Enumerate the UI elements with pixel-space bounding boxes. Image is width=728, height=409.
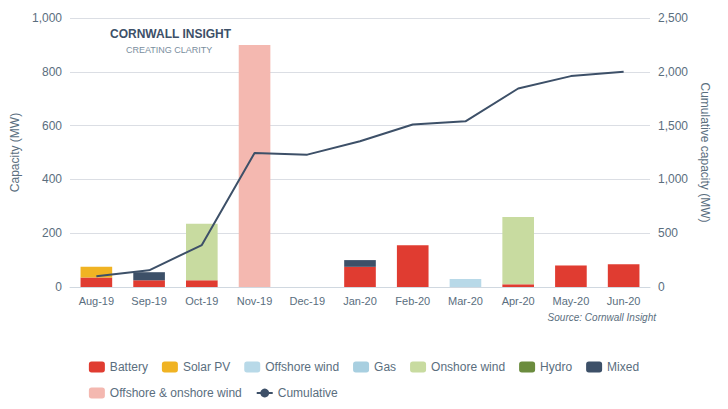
svg-text:Jun-20: Jun-20: [607, 295, 641, 307]
svg-text:400: 400: [42, 172, 62, 186]
svg-text:Mar-20: Mar-20: [448, 295, 483, 307]
svg-text:Cumulative capacity (MW): Cumulative capacity (MW): [698, 82, 712, 222]
svg-text:Jan-20: Jan-20: [343, 295, 377, 307]
svg-text:CORNWALL INSIGHT: CORNWALL INSIGHT: [110, 27, 232, 41]
svg-text:Aug-19: Aug-19: [79, 295, 114, 307]
svg-text:Battery: Battery: [110, 360, 148, 374]
svg-text:May-20: May-20: [553, 295, 590, 307]
svg-text:Dec-19: Dec-19: [290, 295, 325, 307]
svg-text:1,000: 1,000: [32, 11, 62, 25]
svg-text:Feb-20: Feb-20: [395, 295, 430, 307]
svg-text:Sep-19: Sep-19: [131, 295, 166, 307]
svg-text:Solar PV: Solar PV: [183, 360, 230, 374]
svg-text:CREATING CLARITY: CREATING CLARITY: [126, 45, 212, 55]
svg-text:Source: Cornwall Insight: Source: Cornwall Insight: [548, 312, 658, 323]
svg-text:800: 800: [42, 65, 62, 79]
svg-text:2,500: 2,500: [658, 11, 688, 25]
svg-text:1,000: 1,000: [658, 172, 688, 186]
svg-text:Capacity (MW): Capacity (MW): [8, 113, 22, 192]
svg-text:200: 200: [42, 226, 62, 240]
svg-text:Apr-20: Apr-20: [502, 295, 535, 307]
svg-text:Mixed: Mixed: [607, 360, 639, 374]
svg-text:0: 0: [55, 280, 62, 294]
svg-text:2,000: 2,000: [658, 65, 688, 79]
svg-text:Oct-19: Oct-19: [185, 295, 218, 307]
svg-text:1,500: 1,500: [658, 119, 688, 133]
svg-text:0: 0: [658, 280, 665, 294]
svg-text:Gas: Gas: [374, 360, 396, 374]
svg-text:Cumulative: Cumulative: [278, 386, 338, 400]
svg-text:Onshore wind: Onshore wind: [431, 360, 505, 374]
svg-text:500: 500: [658, 226, 678, 240]
svg-text:Offshore & onshore wind: Offshore & onshore wind: [110, 386, 242, 400]
svg-text:Hydro: Hydro: [540, 360, 572, 374]
svg-text:600: 600: [42, 119, 62, 133]
svg-text:Offshore wind: Offshore wind: [265, 360, 339, 374]
svg-text:Nov-19: Nov-19: [237, 295, 272, 307]
